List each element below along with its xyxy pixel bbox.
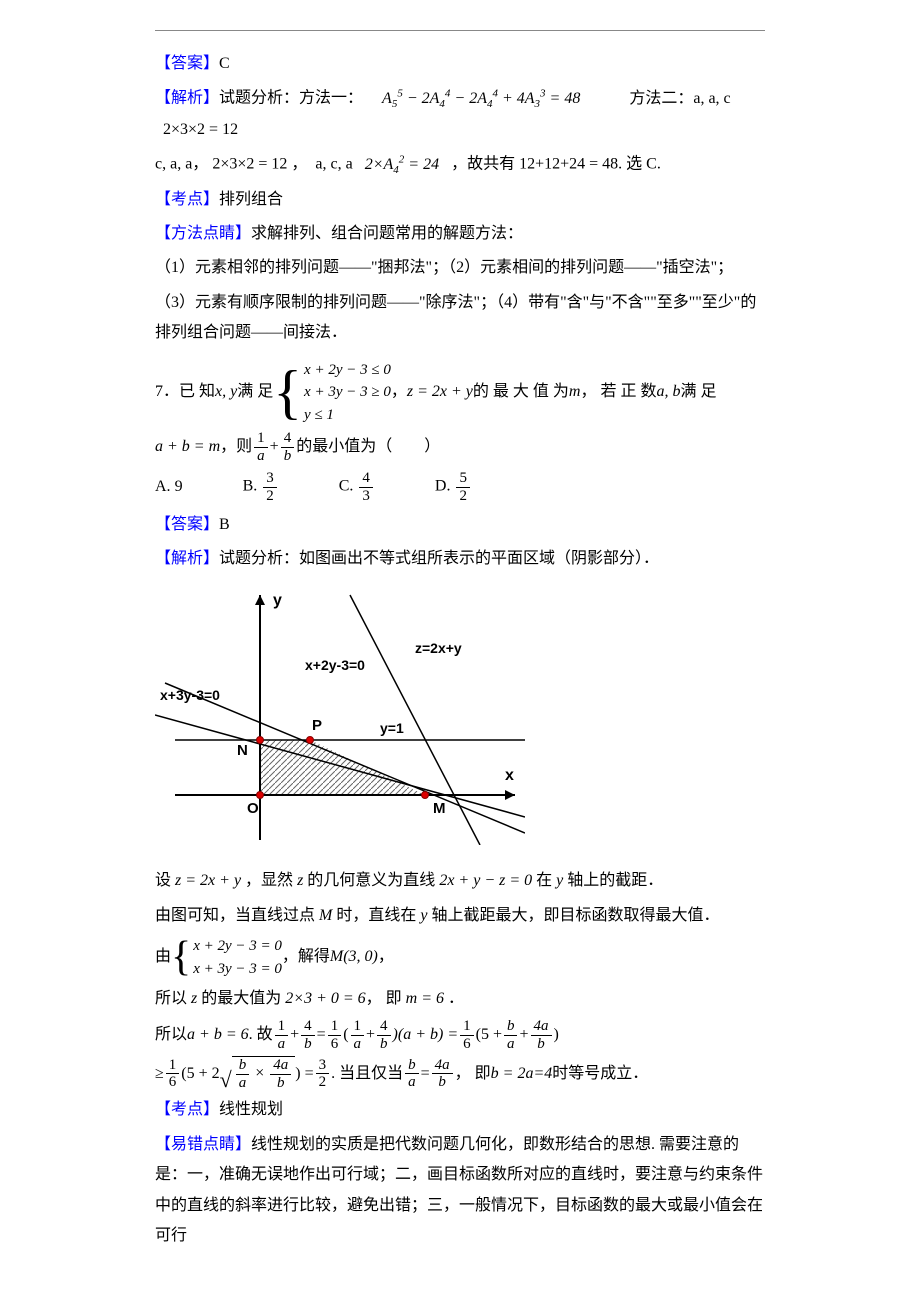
explain-e: 所以 a + b = 6. 故 1a + 4b = 16 ( 1a + 4b )… <box>155 1018 765 1052</box>
option-b: B. 32 <box>243 470 279 504</box>
svg-text:M: M <box>433 800 446 817</box>
q7-after-m: ， 若 正 数 <box>580 377 656 407</box>
analysis-label-2: 【解析】 <box>155 550 219 567</box>
feasible-region-graph: x+2y-3=0 x+3y-3=0 z=2x+y y=1 P N M Ox y <box>155 585 765 856</box>
analysis-label: 【解析】 <box>155 90 219 107</box>
m2-tail: ，故共有 12+12+24 = 48. 选 C. <box>451 156 661 173</box>
q7-after-sys: ， <box>391 377 407 407</box>
analysis-prev-line2: c, a, a， 2×3×2 = 12 ， a, c, a 2×A42 = 24… <box>155 149 765 180</box>
option-a: A. 9 <box>155 472 183 502</box>
option-d: D. 52 <box>435 470 472 504</box>
analysis-prefix: 试题分析：方法一： <box>219 90 363 107</box>
method-hint-label: 【方法点睛】 <box>155 225 251 242</box>
svg-text:x+3y-3=0: x+3y-3=0 <box>160 687 220 703</box>
q7-ab: a, b <box>656 377 680 407</box>
kaodian-label: 【考点】 <box>155 191 219 208</box>
sqrt-expr: √ ba × 4ab <box>220 1056 296 1091</box>
explain-c: 由 { x + 2y − 3 = 0 x + 3y − 3 = 0 ，解得 M(… <box>155 935 765 980</box>
option-c: C. 43 <box>339 470 375 504</box>
m2-line2a: c, a, a， <box>155 156 208 173</box>
analysis-prev: 【解析】试题分析：方法一： A55 − 2A44 − 2A44 + 4A33 =… <box>155 83 765 145</box>
answer-label-2: 【答案】 <box>155 516 219 533</box>
answer-prev: C <box>219 55 230 72</box>
svg-text:O: O <box>247 800 259 817</box>
svg-text:x+2y-3=0: x+2y-3=0 <box>305 657 365 673</box>
top-rule <box>155 30 765 31</box>
svg-text:x: x <box>505 767 514 784</box>
mh2: （3）元素有顺序限制的排列问题——"除序法"；（4）带有"含"与"不含""至多"… <box>155 288 765 349</box>
q7-xy: x, y <box>215 377 237 407</box>
sys3: y ≤ 1 <box>304 404 391 427</box>
explain-f: ≥ 16 (5 + 2 √ ba × 4ab ) = 32 . 当且仅当 ba … <box>155 1056 765 1091</box>
q7-z: z = 2x + y <box>407 377 473 407</box>
method-hint: 【方法点睛】求解排列、组合问题常用的解题方法： <box>155 219 765 249</box>
kaodian-q7-text: 线性规划 <box>219 1101 283 1118</box>
explain-a: 设 z = 2x + y ，显然 z 的几何意义为直线 2x + y − z =… <box>155 866 765 896</box>
method2-prefix: 方法二：a, a, c <box>629 90 730 107</box>
m2-expr1: 2×3×2 = 12 <box>163 121 238 138</box>
q7-line2: a + b = m ，则 1a + 4b 的最小值为（ ） <box>155 430 765 464</box>
constraint-system: { x + 2y − 3 ≤ 0 x + 3y − 3 ≥ 0 y ≤ 1 <box>273 359 391 427</box>
explain-d: 所以 z 的最大值为 2×3 + 0 = 6， 即 m = 6 ． <box>155 984 765 1014</box>
m2-expr3: 2×A42 = 24 <box>365 156 439 173</box>
q7-mid: 满 足 <box>237 377 273 407</box>
kaodian-label-2: 【考点】 <box>155 1101 219 1118</box>
error-hint: 【易错点睛】线性规划的实质是把代数问题几何化，即数形结合的思想. 需要注意的是：… <box>155 1130 765 1252</box>
frac-4b: 4b <box>281 430 295 464</box>
sys1: x + 2y − 3 ≤ 0 <box>304 359 391 382</box>
solve-system: { x + 2y − 3 = 0 x + 3y − 3 = 0 <box>171 935 282 980</box>
svg-text:y: y <box>273 592 282 609</box>
mh1: （1）元素相邻的排列问题——"捆邦法"；（2）元素相间的排列问题——"插空法"； <box>155 253 765 283</box>
frac-1a: 1a <box>254 430 268 464</box>
answer-q7-val: B <box>219 516 230 533</box>
svg-text:z=2x+y: z=2x+y <box>415 640 462 656</box>
q7-after-z: 的 最 大 值 为 <box>473 377 569 407</box>
answer-q7: 【答案】B <box>155 510 765 540</box>
q7-line2a: a + b = m <box>155 432 220 462</box>
q7-plus: + <box>270 432 279 462</box>
q7-line2b: ，则 <box>220 432 252 462</box>
q7-options: A. 9 B. 32 C. 43 D. 52 <box>155 470 765 504</box>
answer-label: 【答案】 <box>155 55 219 72</box>
svg-text:P: P <box>312 717 322 734</box>
q7-after-ab: 满 足 <box>680 377 716 407</box>
kaodian-prev: 【考点】排列组合 <box>155 185 765 215</box>
sys2: x + 3y − 3 ≥ 0 <box>304 381 391 404</box>
explain-b: 由图可知，当直线过点 M 时，直线在 y 轴上截距最大，即目标函数取得最大值． <box>155 901 765 931</box>
svg-text:y=1: y=1 <box>380 720 404 736</box>
analysis-q7-text: 试题分析：如图画出不等式组所表示的平面区域（阴影部分）． <box>219 550 659 567</box>
method-hint-body: 求解排列、组合问题常用的解题方法： <box>251 225 523 242</box>
kaodian-prev-text: 排列组合 <box>219 191 283 208</box>
analysis-q7: 【解析】试题分析：如图画出不等式组所表示的平面区域（阴影部分）． <box>155 544 765 574</box>
formula-m1: A55 − 2A44 − 2A44 + 4A33 = 48 <box>382 90 584 107</box>
q7-line2c: 的最小值为（ ） <box>296 432 440 462</box>
error-hint-label: 【易错点睛】 <box>155 1136 251 1153</box>
answer-line-prev: 【答案】C <box>155 49 765 79</box>
m2-line2b: ， a, c, a <box>291 156 352 173</box>
q7-m: m <box>569 377 581 407</box>
svg-text:N: N <box>237 742 248 759</box>
q7-line1: 7．已 知 x, y 满 足 { x + 2y − 3 ≤ 0 x + 3y −… <box>155 359 765 427</box>
kaodian-q7: 【考点】线性规划 <box>155 1095 765 1125</box>
q7-prefix: 7．已 知 <box>155 377 215 407</box>
m2-expr2: 2×3×2 = 12 <box>212 156 287 173</box>
